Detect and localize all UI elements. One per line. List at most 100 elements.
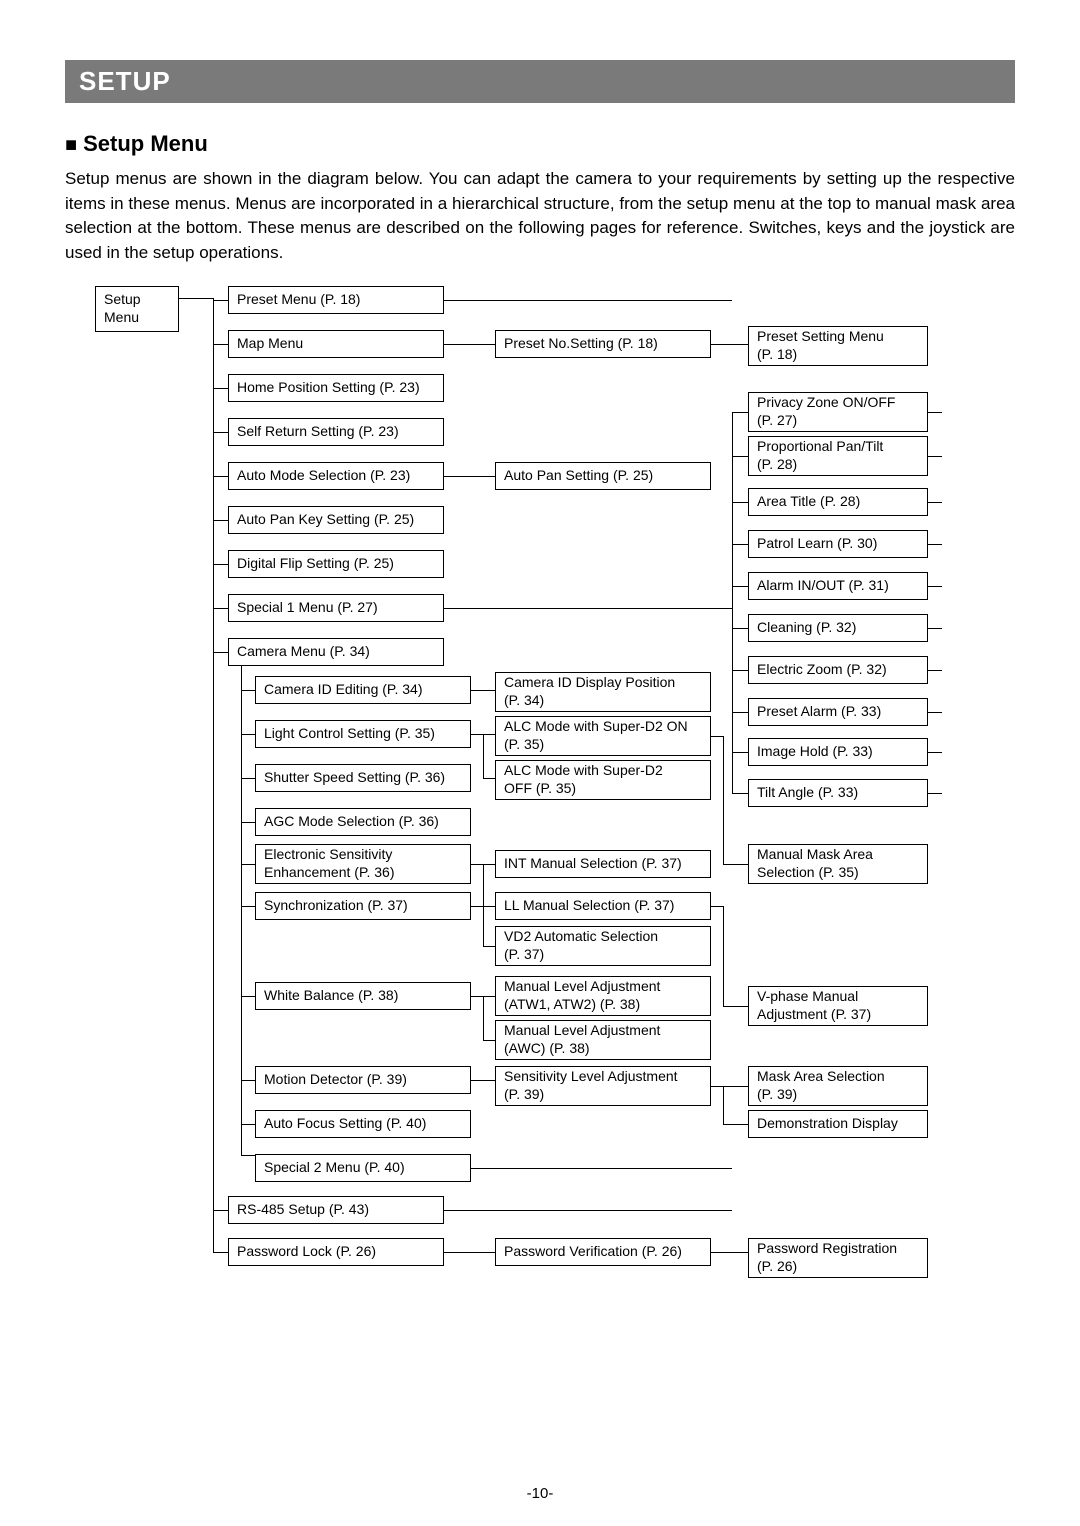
- box-int-manual: INT Manual Selection (P. 37): [495, 850, 711, 878]
- connector-line: [723, 736, 724, 864]
- connector-line: [444, 1210, 732, 1211]
- connector-line: [241, 906, 255, 907]
- connector-line: [723, 1086, 748, 1087]
- connector-line: [928, 586, 942, 587]
- connector-line: [732, 412, 748, 413]
- box-sync: Synchronization (P. 37): [255, 892, 471, 920]
- connector-line: [213, 476, 228, 477]
- connector-line: [928, 628, 942, 629]
- connector-line: [471, 1168, 732, 1169]
- connector-line: [444, 608, 732, 609]
- connector-line: [732, 544, 748, 545]
- box-manual-level-awc: Manual Level Adjustment (AWC) (P. 38): [495, 1020, 711, 1060]
- box-motion-detector: Motion Detector (P. 39): [255, 1066, 471, 1094]
- box-tilt-angle: Tilt Angle (P. 33): [748, 779, 928, 807]
- connector-line: [213, 652, 228, 653]
- box-preset-no-setting: Preset No.Setting (P. 18): [495, 330, 711, 358]
- title-bar: SETUP: [65, 60, 1015, 103]
- connector-line: [723, 864, 748, 865]
- connector-line: [213, 432, 228, 433]
- box-alc-off: ALC Mode with Super-D2 OFF (P. 35): [495, 760, 711, 800]
- connector-line: [483, 734, 495, 735]
- connector-line: [732, 412, 733, 794]
- connector-line: [483, 734, 484, 778]
- box-rs485: RS-485 Setup (P. 43): [228, 1196, 444, 1224]
- box-alc-on: ALC Mode with Super-D2 ON (P. 35): [495, 716, 711, 756]
- box-patrol-learn: Patrol Learn (P. 30): [748, 530, 928, 558]
- connector-line: [483, 1040, 495, 1041]
- connector-line: [179, 298, 213, 299]
- connector-line: [732, 502, 748, 503]
- box-vd2-auto: VD2 Automatic Selection (P. 37): [495, 926, 711, 966]
- box-map-menu: Map Menu: [228, 330, 444, 358]
- connector-line: [213, 1252, 228, 1253]
- box-home-position: Home Position Setting (P. 23): [228, 374, 444, 402]
- box-auto-pan-key: Auto Pan Key Setting (P. 25): [228, 506, 444, 534]
- connector-line: [213, 344, 228, 345]
- connector-line: [723, 906, 724, 1006]
- connector-line: [723, 1124, 748, 1125]
- connector-line: [483, 946, 495, 947]
- connector-line: [928, 544, 942, 545]
- connector-line: [241, 1124, 255, 1125]
- connector-line: [483, 996, 495, 997]
- box-prop-pantilt: Proportional Pan/Tilt (P. 28): [748, 436, 928, 476]
- connector-line: [928, 670, 942, 671]
- connector-line: [213, 608, 228, 609]
- connector-line: [471, 906, 483, 907]
- connector-line: [241, 996, 255, 997]
- box-camera-id-pos: Camera ID Display Position (P. 34): [495, 672, 711, 712]
- connector-line: [471, 996, 483, 997]
- connector-line: [241, 864, 255, 865]
- connector-line: [711, 344, 748, 345]
- page: SETUP ■Setup Menu Setup menus are shown …: [0, 0, 1080, 1526]
- connector-line: [483, 778, 495, 779]
- box-vphase-manual: V-phase Manual Adjustment (P. 37): [748, 986, 928, 1026]
- connector-line: [444, 1252, 495, 1253]
- box-preset-alarm: Preset Alarm (P. 33): [748, 698, 928, 726]
- trunk-line: [213, 298, 214, 1252]
- connector-line: [732, 628, 748, 629]
- box-manual-mask-area: Manual Mask Area Selection (P. 35): [748, 844, 928, 884]
- section-subtitle: ■Setup Menu: [65, 131, 1015, 157]
- box-auto-pan-setting: Auto Pan Setting (P. 25): [495, 462, 711, 490]
- menu-hierarchy-diagram: Setup Menu Preset Menu (P. 18) Map Menu …: [65, 286, 1015, 1366]
- body-text: Setup menus are shown in the diagram bel…: [65, 167, 1015, 266]
- connector-line: [732, 456, 748, 457]
- subtrunk-line: [241, 666, 242, 1156]
- connector-line: [711, 736, 723, 737]
- box-camera-menu: Camera Menu (P. 34): [228, 638, 444, 666]
- box-white-balance: White Balance (P. 38): [255, 982, 471, 1010]
- box-ll-manual: LL Manual Selection (P. 37): [495, 892, 711, 920]
- connector-line: [444, 300, 732, 301]
- box-password-reg: Password Registration (P. 26): [748, 1238, 928, 1278]
- connector-line: [471, 734, 483, 735]
- connector-line: [928, 502, 942, 503]
- connector-line: [711, 1252, 748, 1253]
- box-image-hold: Image Hold (P. 33): [748, 738, 928, 766]
- box-demo-display: Demonstration Display: [748, 1110, 928, 1138]
- connector-line: [241, 822, 255, 823]
- box-digital-flip: Digital Flip Setting (P. 25): [228, 550, 444, 578]
- connector-line: [928, 712, 942, 713]
- connector-line: [732, 752, 748, 753]
- box-setup-menu: Setup Menu: [95, 286, 179, 332]
- box-cleaning: Cleaning (P. 32): [748, 614, 928, 642]
- connector-line: [483, 996, 484, 1040]
- page-number: -10-: [0, 1485, 1080, 1502]
- connector-line: [213, 300, 228, 301]
- box-area-title: Area Title (P. 28): [748, 488, 928, 516]
- connector-line: [483, 864, 484, 946]
- connector-line: [213, 520, 228, 521]
- box-password-verif: Password Verification (P. 26): [495, 1238, 711, 1266]
- box-preset-setting: Preset Setting Menu (P. 18): [748, 326, 928, 366]
- box-alarm-inout: Alarm IN/OUT (P. 31): [748, 572, 928, 600]
- connector-line: [444, 476, 495, 477]
- connector-line: [213, 388, 228, 389]
- box-electric-zoom: Electric Zoom (P. 32): [748, 656, 928, 684]
- connector-line: [483, 864, 495, 865]
- box-elec-sens: Electronic Sensitivity Enhancement (P. 3…: [255, 844, 471, 884]
- connector-line: [241, 690, 255, 691]
- connector-line: [732, 712, 748, 713]
- box-light-control: Light Control Setting (P. 35): [255, 720, 471, 748]
